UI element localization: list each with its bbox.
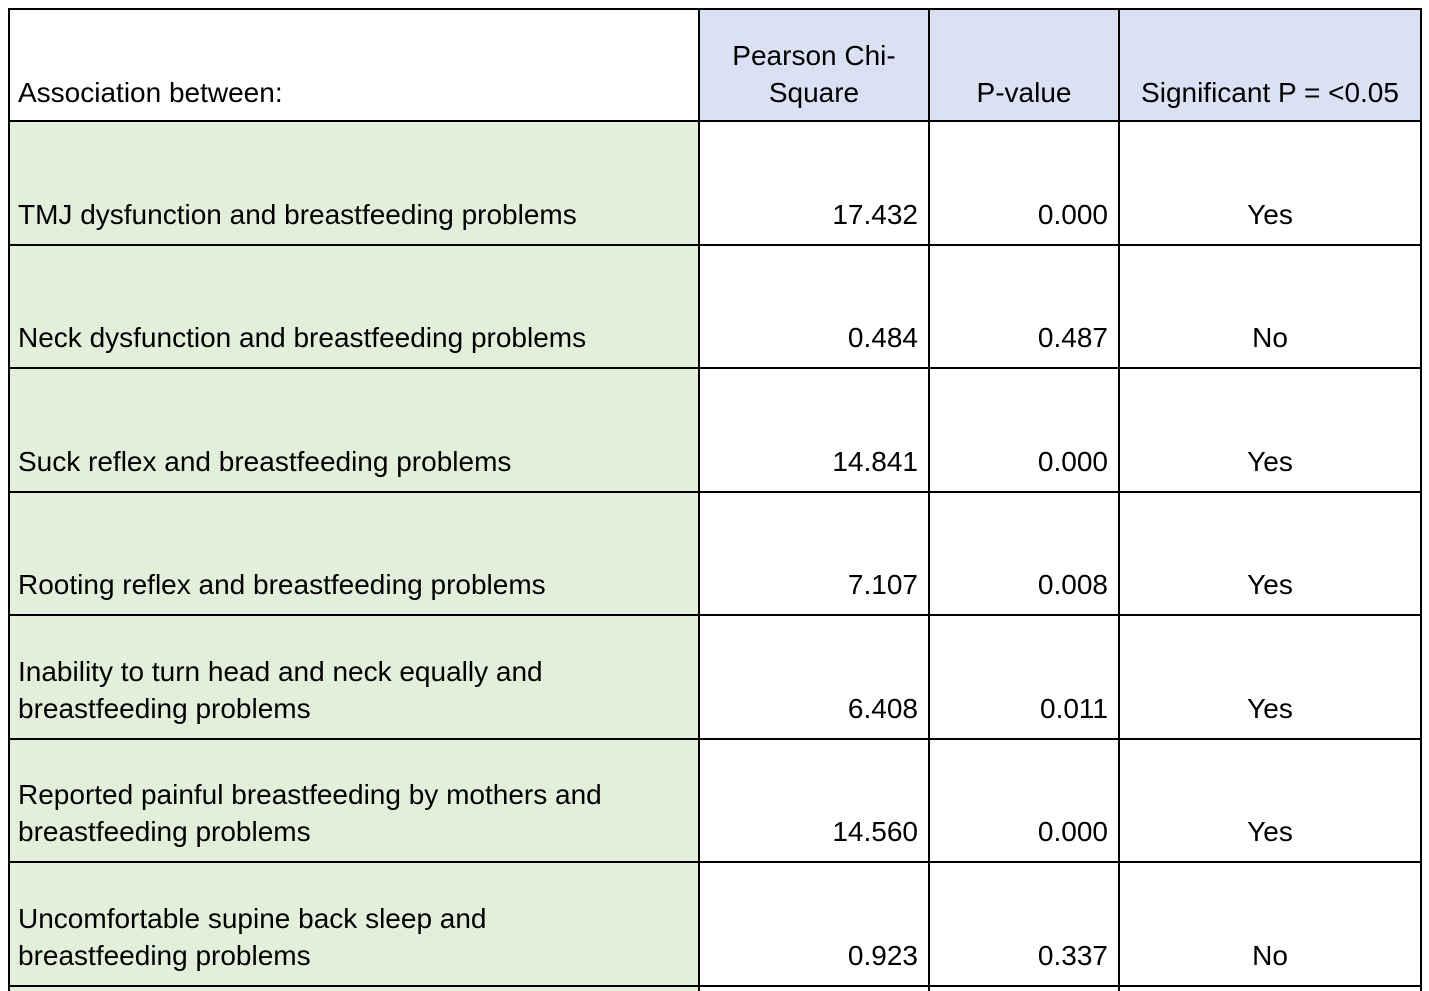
p-value-cell: 0.000 — [928, 120, 1120, 246]
chi-square-cell: 14.560 — [698, 737, 930, 863]
table-row: TMJ dysfunction and breastfeeding proble… — [8, 120, 1422, 246]
significant-cell: No — [1118, 861, 1422, 987]
chi-square-cell — [698, 984, 930, 991]
table-row: Rooting reflex and breastfeeding problem… — [8, 490, 1422, 616]
header-association: Association between: — [8, 8, 700, 122]
table-row: Uncomfortable supine back sleep and brea… — [8, 861, 1422, 987]
significant-cell: No — [1118, 243, 1422, 369]
chi-square-cell: 7.107 — [698, 490, 930, 616]
chi-square-cell: 6.408 — [698, 614, 930, 740]
header-chi-square: Pearson Chi-Square — [698, 8, 930, 122]
significant-cell — [1118, 984, 1422, 991]
significant-cell: Yes — [1118, 614, 1422, 740]
association-cell: Inability to turn head and neck equally … — [8, 614, 700, 740]
p-value-cell — [928, 984, 1120, 991]
association-cell: Uncomfortable supine back sleep and brea… — [8, 861, 700, 987]
header-p-value: P-value — [928, 8, 1120, 122]
association-cell: TMJ dysfunction and breastfeeding proble… — [8, 120, 700, 246]
significant-cell: Yes — [1118, 490, 1422, 616]
p-value-cell: 0.011 — [928, 614, 1120, 740]
clipped-partial-row — [8, 984, 1422, 991]
p-value-cell: 0.000 — [928, 367, 1120, 493]
association-cell: Reported painful breastfeeding by mother… — [8, 737, 700, 863]
header-significant: Significant P = <0.05 — [1118, 8, 1422, 122]
table-row: Inability to turn head and neck equally … — [8, 614, 1422, 740]
association-cell: Suck reflex and breastfeeding problems — [8, 367, 700, 493]
chi-square-cell: 0.484 — [698, 243, 930, 369]
significant-cell: Yes — [1118, 367, 1422, 493]
significant-cell: Yes — [1118, 737, 1422, 863]
p-value-cell: 0.008 — [928, 490, 1120, 616]
results-table: Association between: Pearson Chi-Square … — [8, 8, 1422, 991]
significant-cell: Yes — [1118, 120, 1422, 246]
p-value-cell: 0.000 — [928, 737, 1120, 863]
table-row: Reported painful breastfeeding by mother… — [8, 737, 1422, 863]
header-row: Association between: Pearson Chi-Square … — [8, 8, 1422, 122]
association-cell — [8, 984, 700, 991]
chi-square-cell: 0.923 — [698, 861, 930, 987]
table-row: Suck reflex and breastfeeding problems 1… — [8, 367, 1422, 493]
p-value-cell: 0.487 — [928, 243, 1120, 369]
chi-square-cell: 17.432 — [698, 120, 930, 246]
p-value-cell: 0.337 — [928, 861, 1120, 987]
chi-square-cell: 14.841 — [698, 367, 930, 493]
table-row: Neck dysfunction and breastfeeding probl… — [8, 243, 1422, 369]
association-cell: Neck dysfunction and breastfeeding probl… — [8, 243, 700, 369]
association-cell: Rooting reflex and breastfeeding problem… — [8, 490, 700, 616]
